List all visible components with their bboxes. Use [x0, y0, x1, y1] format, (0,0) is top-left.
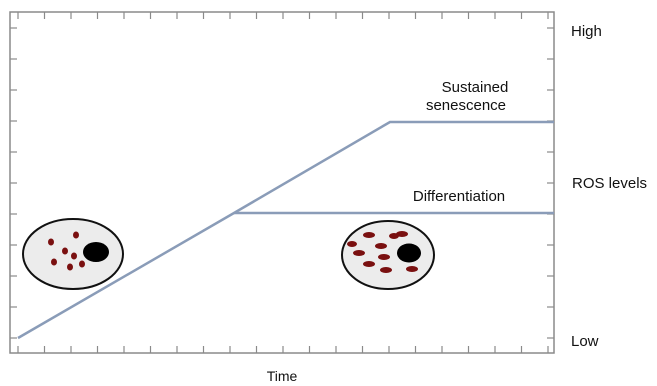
ros-granule	[396, 231, 408, 237]
ros-granule	[347, 241, 357, 247]
ros-levels-label: ROS levels	[572, 175, 647, 192]
sustained-label-line1: Sustained	[442, 79, 509, 96]
ros-granule	[62, 247, 68, 255]
ros-granule	[389, 233, 399, 239]
ros-rise-line	[17, 120, 554, 340]
ros-granule	[375, 243, 387, 249]
ros-granule	[363, 261, 375, 267]
ros-granule	[79, 260, 85, 268]
ros-granule	[48, 238, 54, 246]
ros-granule	[353, 250, 365, 256]
ros-granule	[67, 263, 73, 271]
ros-granule	[51, 258, 57, 266]
cell-high-ros	[341, 220, 435, 290]
high-label: High	[571, 23, 602, 40]
time-label: Time	[267, 368, 298, 384]
ros-granule	[380, 267, 392, 273]
ros-granule	[378, 254, 390, 260]
differentiation-label: Differentiation	[413, 188, 505, 205]
ros-granule	[73, 231, 79, 239]
nucleus	[397, 243, 421, 263]
axis-ticks	[10, 12, 554, 353]
plot-frame	[9, 11, 555, 354]
nucleus	[83, 242, 109, 262]
low-label: Low	[571, 333, 599, 350]
ros-granule	[71, 252, 77, 260]
sustained-label-line2: senescence	[426, 97, 506, 114]
ros-granule	[363, 232, 375, 238]
cell-low-ros	[22, 218, 124, 290]
ros-granule	[406, 266, 418, 272]
